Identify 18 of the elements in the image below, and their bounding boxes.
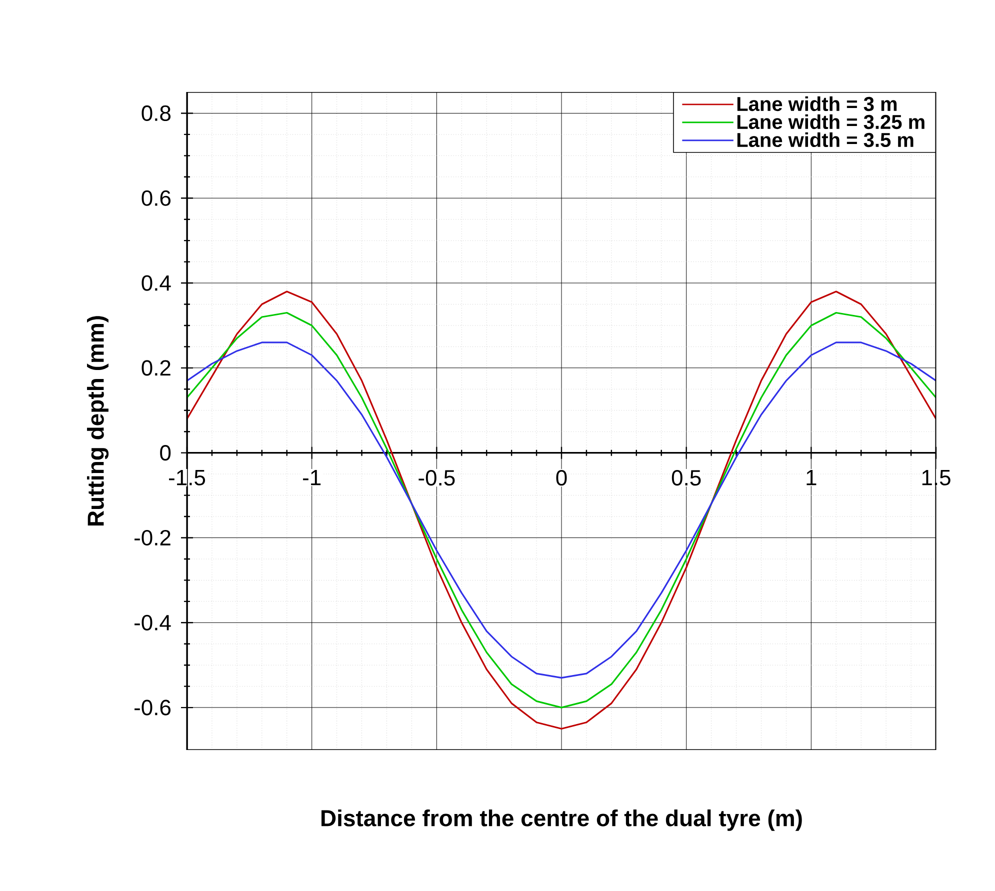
y-tick-label: 0.6	[142, 190, 171, 206]
y-tick-label: 0.4	[142, 275, 171, 291]
y-tick-label: -0.6	[134, 700, 171, 716]
x-axis-title: Distance from the centre of the dual tyre (m)	[321, 809, 802, 831]
y-tick-label: 0.2	[142, 360, 170, 376]
y-axis-title: Rutting depth (mm)	[87, 316, 109, 526]
legend-label: Lane width = 3 m	[737, 96, 897, 112]
legend-label: Lane width = 3.25 m	[737, 114, 924, 130]
x-tick-label: -1	[303, 470, 321, 486]
y-tick-label: -0.2	[134, 530, 170, 546]
legend-label: Lane width = 3.5 m	[737, 132, 914, 148]
x-tick-label: 0	[556, 470, 567, 486]
x-tick-label: -0.5	[418, 470, 455, 486]
y-tick-label: -0.4	[134, 614, 171, 630]
x-tick-label: 0.5	[672, 470, 701, 486]
x-tick-label: 1	[806, 470, 816, 486]
y-tick-label: 0	[160, 445, 171, 461]
y-tick-label: 0.8	[142, 105, 171, 122]
